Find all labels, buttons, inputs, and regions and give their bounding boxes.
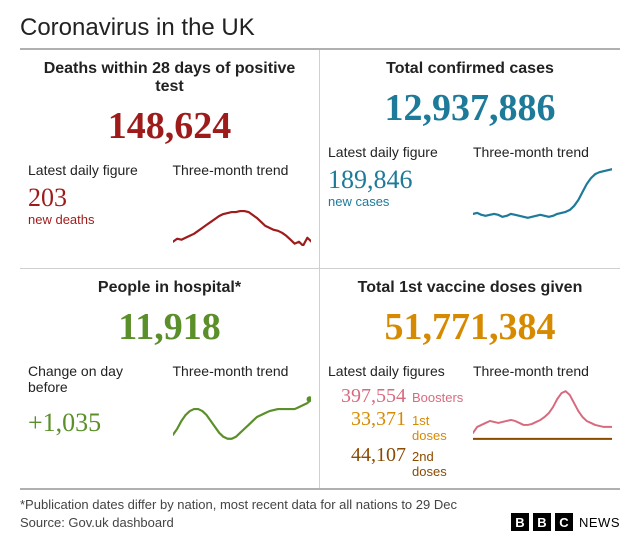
vaccine-sparkline xyxy=(473,385,612,447)
panel-cases: Total confirmed cases 12,937,886 Latest … xyxy=(320,50,620,269)
hospital-change-label: Change on day before xyxy=(28,363,167,395)
panel-deaths-header: Deaths within 28 days of positive test xyxy=(28,60,311,96)
panel-vaccine-header: Total 1st vaccine doses given xyxy=(328,279,612,297)
hospital-trend-label: Three-month trend xyxy=(173,363,312,379)
vaccine-row: 44,107 2nd doses xyxy=(328,444,467,480)
vaccine-breakdown: 397,554 Boosters 33,371 1st doses 44,107 2nd … xyxy=(328,385,467,480)
deaths-daily-label: Latest daily figure xyxy=(28,162,167,178)
cases-daily-label: Latest daily figure xyxy=(328,144,467,160)
vaccine-row: 33,371 1st doses xyxy=(328,408,467,444)
hospital-change-value: +1,035 xyxy=(28,409,167,436)
page-title: Coronavirus in the UK xyxy=(20,14,620,42)
panel-vaccine: Total 1st vaccine doses given 51,771,384… xyxy=(320,269,620,488)
deaths-sparkline xyxy=(173,184,312,246)
cases-sparkline xyxy=(473,166,612,228)
bbc-block: B xyxy=(511,513,529,531)
vaccine-row-value: 44,107 xyxy=(328,444,406,467)
vaccine-row-label: 2nd doses xyxy=(412,450,467,480)
bbc-block: B xyxy=(533,513,551,531)
vaccine-row-value: 33,371 xyxy=(328,408,406,431)
panel-cases-header: Total confirmed cases xyxy=(328,60,612,78)
panel-hospital-header: People in hospital* xyxy=(28,279,311,297)
cases-daily-value: 189,846 xyxy=(328,166,467,193)
deaths-daily-value: 203 xyxy=(28,184,167,211)
footnote-2: Source: Gov.uk dashboard xyxy=(20,514,457,532)
footnote-1: *Publication dates differ by nation, mos… xyxy=(20,496,457,514)
bbc-logo: BBCNEWS xyxy=(511,513,620,531)
vaccine-total: 51,771,384 xyxy=(328,305,612,349)
bbc-block: C xyxy=(555,513,573,531)
vaccine-daily-label: Latest daily figures xyxy=(328,363,467,379)
panel-hospital: People in hospital* 11,918 Change on day… xyxy=(20,269,320,488)
bottom-rule xyxy=(20,488,620,490)
hospital-total: 11,918 xyxy=(28,305,311,349)
panel-deaths: Deaths within 28 days of positive test 1… xyxy=(20,50,320,269)
hospital-sparkline xyxy=(173,385,312,447)
footer: *Publication dates differ by nation, mos… xyxy=(20,496,620,531)
vaccine-row: 397,554 Boosters xyxy=(328,385,467,408)
bbc-news-word: NEWS xyxy=(579,515,620,530)
deaths-daily-caption: new deaths xyxy=(28,212,167,227)
deaths-trend-label: Three-month trend xyxy=(173,162,312,178)
cases-daily-caption: new cases xyxy=(328,194,467,209)
stats-grid: Deaths within 28 days of positive test 1… xyxy=(20,50,620,488)
deaths-total: 148,624 xyxy=(28,104,311,148)
vaccine-row-label: 1st doses xyxy=(412,414,467,444)
cases-total: 12,937,886 xyxy=(328,86,612,130)
vaccine-row-value: 397,554 xyxy=(328,385,406,408)
cases-trend-label: Three-month trend xyxy=(473,144,612,160)
vaccine-row-label: Boosters xyxy=(412,391,463,406)
vaccine-trend-label: Three-month trend xyxy=(473,363,612,379)
